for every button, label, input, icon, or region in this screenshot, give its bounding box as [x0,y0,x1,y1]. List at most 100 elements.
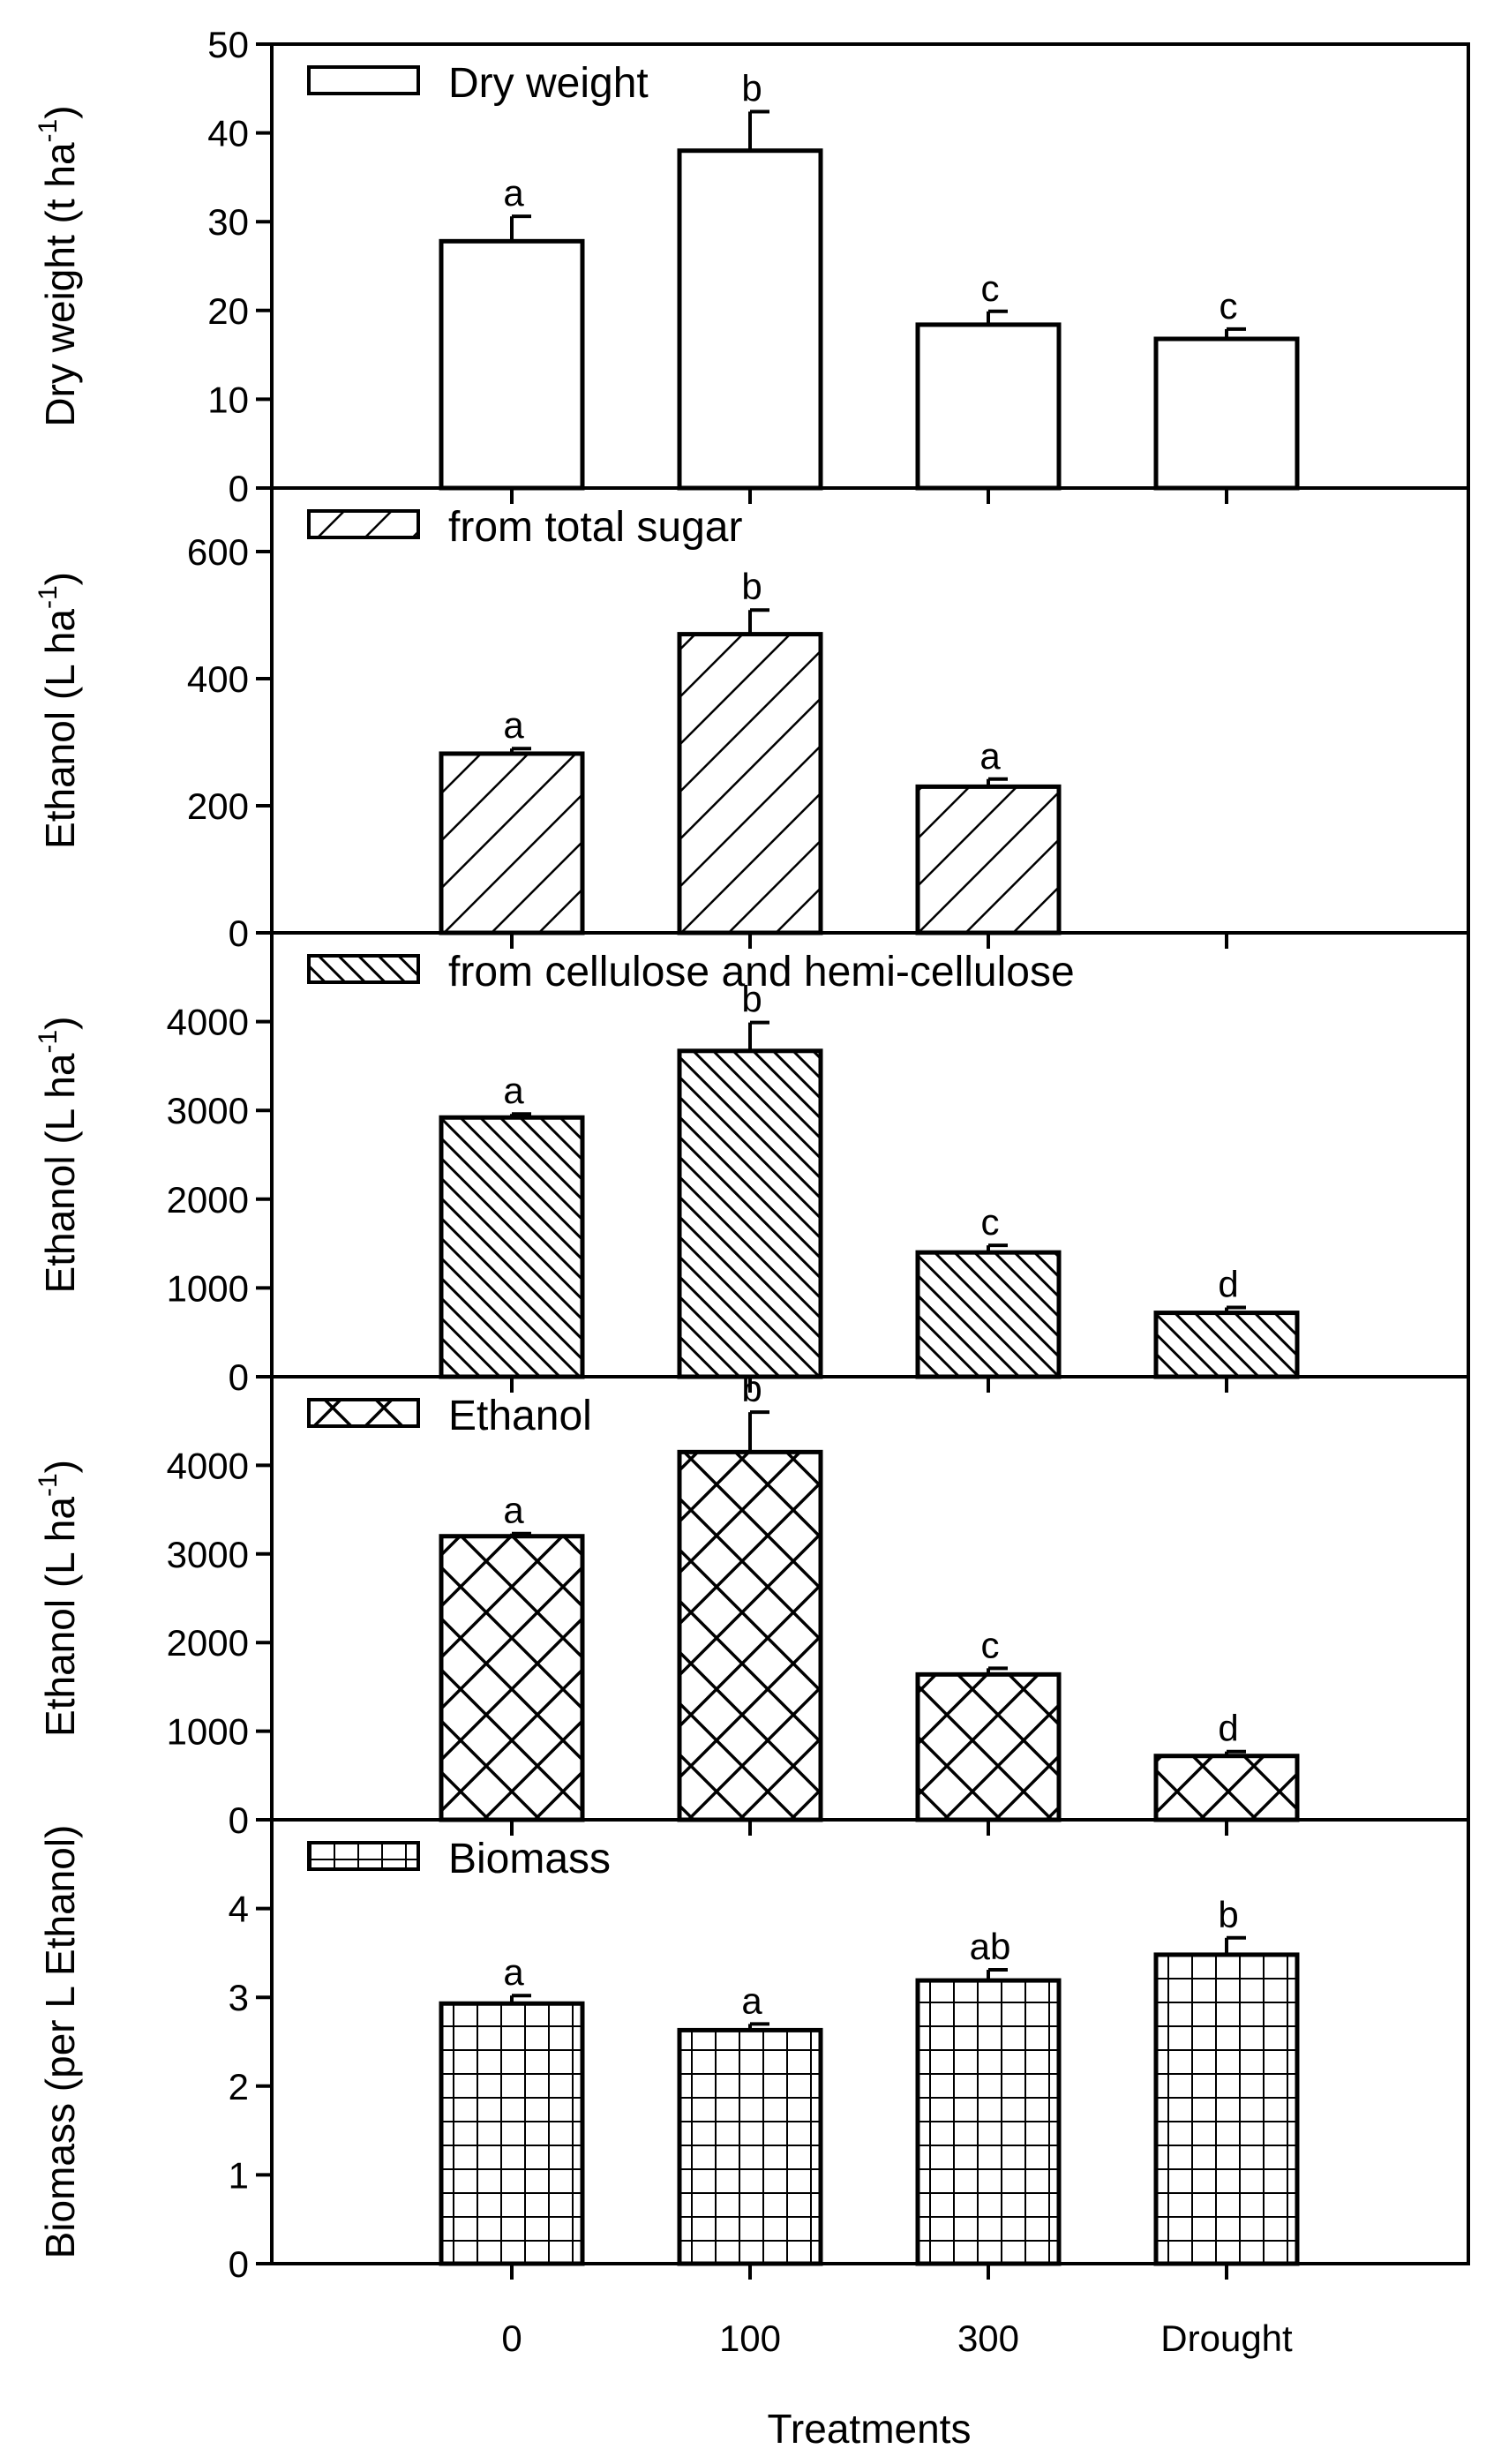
bar-0 [439,2001,585,2266]
bar-Drought [1153,336,1300,491]
significance-letter: b [1218,1894,1238,1935]
y-tick-label: 40 [207,113,249,154]
panel-1: 0 10 20 30 40 50 Dry weight (t ha-1) a b c c Dry we… [34,24,1470,509]
y-tick-label: 4000 [167,1002,249,1043]
bar-0 [439,238,585,491]
panel-2: 0 200 400 600 Ethanol (L ha-1) a b a from total … [34,486,1470,954]
x-tick-label: Drought [1160,2318,1293,2359]
significance-letter: c [1220,285,1238,327]
significance-letter: a [503,172,524,214]
y-tick-label: 20 [207,290,249,332]
bar-300 [915,322,1062,491]
x-axis-title: Treatments [768,2406,972,2452]
bar-300 [915,1250,1062,1379]
significance-letter: d [1218,1708,1238,1749]
significance-letter: b [741,566,762,607]
y-tick-label: 10 [207,379,249,420]
bar-300 [915,1671,1062,1822]
legend-label: from cellulose and hemi-cellulose [448,949,1075,995]
legend-swatch [307,954,420,984]
y-tick-label: 4 [229,1889,249,1930]
y-axis-title: Ethanol (L ha-1) [34,1017,83,1294]
significance-letter: a [503,1951,524,1993]
legend-swatch [307,509,420,539]
y-tick-label: 3000 [167,1534,249,1575]
bar-300 [915,784,1062,935]
significance-letter: b [741,1368,762,1409]
y-tick-label: 0 [229,468,249,509]
bar-100 [677,632,823,935]
y-axis-title-superscript: -1 [34,585,63,609]
significance-letter: a [503,704,524,746]
bar-100 [677,1048,823,1379]
y-axis-title-text: Biomass (per L Ethanol) [37,1825,83,2259]
significance-letter: c [981,1624,1000,1665]
y-tick-label: 3 [229,1977,249,2018]
y-tick-label: 600 [187,531,249,573]
y-axis-title-superscript: -1 [34,1030,63,1054]
y-axis-title: Dry weight (t ha-1) [34,105,83,426]
y-axis-title-tail: ) [37,1460,83,1473]
y-tick-label: 0 [229,2243,249,2285]
y-tick-label: 0 [229,1799,249,1841]
bar-100 [677,1449,823,1822]
y-tick-label: 1000 [167,1711,249,1753]
x-tick-label: 300 [957,2318,1019,2359]
y-tick-label: 0 [229,1356,249,1398]
bar-Drought [1153,1311,1300,1379]
significance-letter: b [741,67,762,109]
y-tick-label: 400 [187,658,249,700]
bar-Drought [1153,1952,1300,2266]
y-tick-label: 3000 [167,1090,249,1131]
x-axis: 0 100 300 Drought Treatments [501,2318,1293,2452]
bar-0 [439,1534,585,1822]
y-axis-title: Biomass (per L Ethanol) [37,1825,83,2259]
significance-letter: a [741,1979,762,2021]
bar-Drought [1153,1754,1300,1822]
panel-3: 0 1000 2000 3000 4000 Ethanol (L ha-1) a b c d fro… [34,931,1470,1398]
bar-300 [915,1978,1062,2266]
y-tick-label: 4000 [167,1445,249,1486]
y-axis-title-text: Ethanol (L ha [37,1497,83,1737]
bar-100 [677,2027,823,2266]
bar-0 [439,751,585,935]
significance-letter: a [979,735,1001,777]
significance-letter: c [981,1201,1000,1243]
legend-label: Ethanol [448,1393,592,1439]
y-axis-title-text: Dry weight (t ha [37,142,83,427]
y-tick-label: 2 [229,2066,249,2107]
panel-4: 0 1000 2000 3000 4000 Ethanol (L ha-1) a b c d Eth… [34,1368,1470,1841]
y-tick-label: 1 [229,2154,249,2196]
y-tick-label: 30 [207,201,249,243]
y-axis-title-text: Ethanol (L ha [37,1053,83,1293]
y-axis-title-tail: ) [37,1017,83,1030]
significance-letter: a [503,1070,524,1111]
significance-letter: ab [970,1926,1011,1967]
y-tick-label: 200 [187,785,249,827]
legend-swatch [307,1398,420,1428]
y-tick-label: 1000 [167,1267,249,1309]
y-tick-label: 50 [207,24,249,65]
legend-label: Biomass [448,1836,611,1882]
x-tick-label: 100 [719,2318,781,2359]
y-axis-title-text: Ethanol (L ha [37,609,83,849]
panel-5: 0 1 2 3 4 Biomass (per L Ethanol) a a ab b Biomass [37,1818,1470,2285]
y-axis-title-tail: ) [37,105,83,118]
legend-swatch [307,1841,420,1871]
y-tick-label: 2000 [167,1179,249,1221]
y-tick-label: 2000 [167,1622,249,1664]
y-axis-title: Ethanol (L ha-1) [34,572,83,849]
y-tick-label: 0 [229,913,249,954]
significance-letter: b [741,979,762,1020]
legend-label: from total sugar [448,504,742,551]
y-axis-title-tail: ) [37,572,83,585]
x-tick-label: 0 [501,2318,522,2359]
legend-label: Dry weight [448,60,649,107]
significance-letter: a [503,1490,524,1531]
panel-frame [270,1818,1470,2265]
significance-letter: d [1218,1264,1238,1305]
bar-0 [439,1115,585,1379]
y-axis-title-superscript: -1 [34,1473,63,1497]
